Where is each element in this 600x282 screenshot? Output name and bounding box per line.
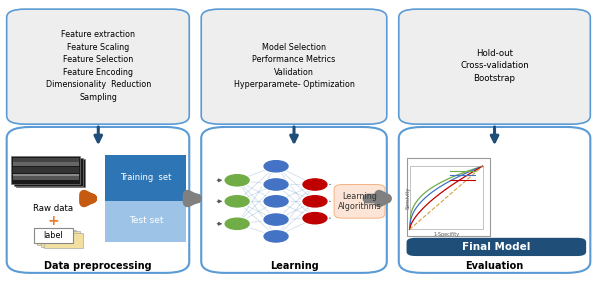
Bar	[106, 155, 186, 201]
Bar	[44, 233, 83, 248]
Circle shape	[301, 212, 329, 225]
Text: Data preprocessing: Data preprocessing	[44, 261, 152, 271]
Circle shape	[303, 213, 327, 224]
Circle shape	[223, 217, 251, 230]
FancyBboxPatch shape	[399, 127, 590, 273]
Circle shape	[264, 231, 288, 242]
Circle shape	[262, 230, 290, 243]
Circle shape	[264, 214, 288, 225]
Text: Raw data: Raw data	[34, 204, 73, 213]
Bar	[11, 157, 80, 184]
Circle shape	[303, 179, 327, 190]
Text: Learning: Learning	[269, 261, 319, 271]
FancyBboxPatch shape	[201, 9, 387, 124]
Bar	[13, 162, 79, 166]
Circle shape	[225, 175, 249, 186]
Bar	[13, 176, 79, 180]
Text: Feature extraction
Feature Scaling
Feature Selection
Feature Encoding
Dimensiona: Feature extraction Feature Scaling Featu…	[46, 30, 151, 102]
FancyBboxPatch shape	[7, 127, 189, 273]
Bar	[13, 173, 79, 176]
Circle shape	[264, 196, 288, 207]
FancyBboxPatch shape	[407, 238, 586, 256]
Text: Sensivity: Sensivity	[406, 187, 411, 209]
Text: Learning
Algorithms: Learning Algorithms	[338, 192, 382, 211]
Circle shape	[301, 195, 329, 208]
FancyBboxPatch shape	[399, 9, 590, 124]
Text: Evaluation: Evaluation	[466, 261, 524, 271]
Circle shape	[262, 178, 290, 191]
FancyBboxPatch shape	[334, 184, 385, 218]
Text: +: +	[47, 214, 59, 228]
FancyBboxPatch shape	[201, 127, 387, 273]
Circle shape	[301, 178, 329, 191]
Text: label: label	[43, 231, 63, 240]
Bar	[37, 230, 76, 245]
Bar	[410, 166, 482, 229]
Circle shape	[223, 195, 251, 208]
Circle shape	[262, 195, 290, 208]
Bar	[41, 231, 80, 247]
Text: Model Selection
Performance Metrics
Validation
Hyperparamete- Optimization: Model Selection Performance Metrics Vali…	[233, 43, 355, 89]
Bar	[13, 158, 79, 162]
Text: Training  set: Training set	[120, 173, 172, 182]
FancyBboxPatch shape	[7, 9, 189, 124]
Bar	[16, 159, 85, 187]
Circle shape	[225, 196, 249, 207]
Bar	[106, 201, 186, 242]
Bar	[407, 158, 490, 236]
Text: 1-Specifity: 1-Specifity	[433, 232, 459, 237]
Circle shape	[303, 196, 327, 207]
Text: Hold-out
Cross-validation
Bootstrap: Hold-out Cross-validation Bootstrap	[460, 49, 529, 83]
Bar	[13, 167, 79, 173]
Bar	[34, 228, 73, 243]
Circle shape	[262, 213, 290, 226]
Bar	[14, 158, 83, 186]
Text: Final Model: Final Model	[462, 242, 530, 252]
Circle shape	[264, 161, 288, 172]
Circle shape	[262, 160, 290, 173]
Circle shape	[225, 218, 249, 229]
Circle shape	[223, 174, 251, 187]
Text: Test set: Test set	[128, 217, 163, 226]
Circle shape	[264, 179, 288, 190]
